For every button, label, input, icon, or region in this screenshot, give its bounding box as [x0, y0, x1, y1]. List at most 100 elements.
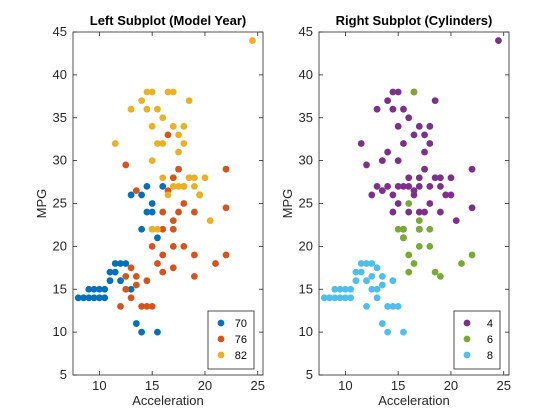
data-point	[85, 294, 93, 302]
data-point	[368, 260, 376, 267]
y-tick-label: 15	[299, 281, 313, 296]
data-point	[159, 208, 167, 216]
data-point	[405, 208, 413, 216]
data-point	[138, 225, 146, 233]
data-point	[442, 191, 450, 199]
data-point	[154, 225, 161, 233]
data-point	[122, 272, 130, 280]
data-point	[143, 277, 151, 285]
data-point	[101, 285, 109, 293]
data-point	[447, 191, 455, 199]
series-76	[117, 131, 230, 310]
data-point	[95, 285, 103, 293]
x-tick-label: 25	[496, 378, 510, 393]
legend-marker	[217, 319, 225, 327]
data-point	[421, 131, 428, 139]
data-point	[389, 303, 397, 310]
data-point	[415, 225, 423, 233]
data-point	[352, 268, 360, 276]
data-point	[426, 225, 434, 233]
data-point	[90, 285, 98, 293]
data-point	[410, 88, 418, 96]
subplot-title: Right Subplot (Cylinders)	[336, 13, 493, 28]
data-point	[426, 140, 434, 147]
data-point	[373, 264, 381, 272]
y-tick-label: 35	[53, 110, 67, 125]
y-tick-label: 10	[53, 324, 67, 339]
data-point	[405, 114, 413, 122]
right-subplot: 10 15 20 25 5 10 15 20 25 30 35 40 45 Right Subplot (…	[280, 13, 511, 408]
data-point	[148, 122, 156, 130]
data-point	[201, 174, 209, 182]
data-point	[175, 165, 182, 173]
data-point	[143, 208, 151, 216]
data-point	[405, 182, 413, 190]
data-point	[363, 161, 370, 169]
data-point	[400, 225, 407, 233]
data-point	[159, 182, 167, 190]
data-point	[331, 294, 339, 302]
y-tick-label: 45	[299, 24, 313, 39]
data-point	[122, 161, 130, 169]
data-point	[415, 242, 423, 250]
data-point	[111, 140, 119, 147]
data-point	[410, 260, 418, 267]
data-point	[159, 225, 167, 233]
x-tick-label: 20	[198, 378, 212, 393]
data-point	[368, 285, 376, 293]
data-point	[389, 208, 397, 216]
y-tick-label: 35	[299, 110, 313, 125]
data-point	[196, 191, 204, 199]
data-point	[164, 191, 172, 199]
data-point	[180, 242, 188, 250]
data-point	[400, 328, 407, 336]
data-point	[389, 105, 397, 113]
x-tick-label: 10	[338, 378, 352, 393]
data-point	[148, 303, 156, 310]
data-point	[431, 97, 439, 104]
legend-marker	[463, 335, 471, 343]
data-point	[326, 294, 333, 302]
data-point	[190, 182, 198, 190]
data-point	[154, 328, 161, 336]
data-point	[85, 285, 93, 293]
y-tick-label: 30	[299, 153, 313, 168]
data-point	[436, 208, 444, 216]
data-point	[389, 191, 397, 199]
data-point	[336, 294, 344, 302]
data-point	[132, 187, 140, 195]
data-point	[384, 97, 392, 104]
data-point	[249, 37, 256, 44]
data-point	[415, 217, 423, 225]
data-point	[159, 174, 167, 182]
legend-box	[453, 310, 501, 370]
y-tick-label: 40	[53, 67, 67, 82]
data-point	[169, 122, 177, 130]
data-point	[222, 204, 230, 212]
data-point	[117, 277, 124, 285]
data-point	[357, 268, 365, 276]
series-70	[74, 182, 167, 336]
y-axis-label: MPG	[34, 189, 49, 219]
data-point	[415, 122, 423, 130]
data-point	[320, 294, 328, 302]
data-point	[154, 260, 161, 267]
data-point	[468, 251, 476, 259]
data-point	[405, 251, 413, 259]
data-point	[436, 174, 444, 182]
data-point	[373, 105, 381, 113]
legend-label: 70	[235, 318, 247, 330]
data-point	[373, 294, 381, 302]
y-tick-label: 30	[53, 153, 67, 168]
data-point	[378, 281, 386, 289]
data-point	[74, 294, 82, 302]
data-point	[143, 88, 151, 96]
y-tick-label: 25	[53, 196, 67, 211]
data-point	[169, 88, 177, 96]
data-point	[421, 148, 428, 156]
series-4	[357, 37, 502, 242]
data-point	[148, 157, 156, 165]
data-point	[452, 217, 460, 225]
data-point	[347, 294, 355, 302]
data-point	[421, 165, 428, 173]
